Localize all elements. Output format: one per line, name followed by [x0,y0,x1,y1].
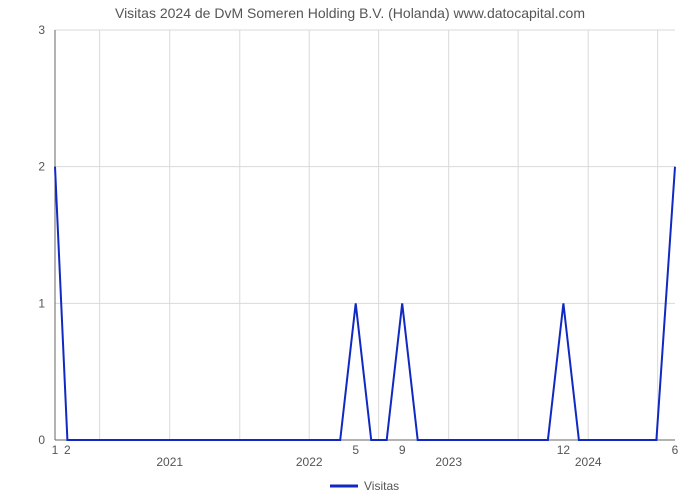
y-tick-label: 0 [38,433,45,447]
y-tick-label: 3 [38,23,45,37]
y-tick-labels: 0 1 2 3 [38,23,45,447]
x-year-labels: 2021 2022 2023 2024 [156,455,602,469]
x-extra-label: 9 [399,443,406,457]
x-year-label: 2021 [156,455,183,469]
y-tick-label: 2 [38,160,45,174]
x-year-label: 2022 [296,455,323,469]
x-extra-label: 12 [557,443,571,457]
x-extra-label: 5 [352,443,359,457]
x-extra-label: 2 [64,443,71,457]
x-year-label: 2023 [435,455,462,469]
x-extra-label: 1 [52,443,59,457]
line-chart: Visitas 2024 de DvM Someren Holding B.V.… [0,0,700,500]
y-tick-label: 1 [38,296,45,310]
grid-vertical [100,30,658,440]
x-extra-label: 6 [672,443,679,457]
legend: Visitas [330,479,399,493]
chart-title: Visitas 2024 de DvM Someren Holding B.V.… [115,5,585,21]
x-year-label: 2024 [575,455,602,469]
legend-label: Visitas [364,479,399,493]
